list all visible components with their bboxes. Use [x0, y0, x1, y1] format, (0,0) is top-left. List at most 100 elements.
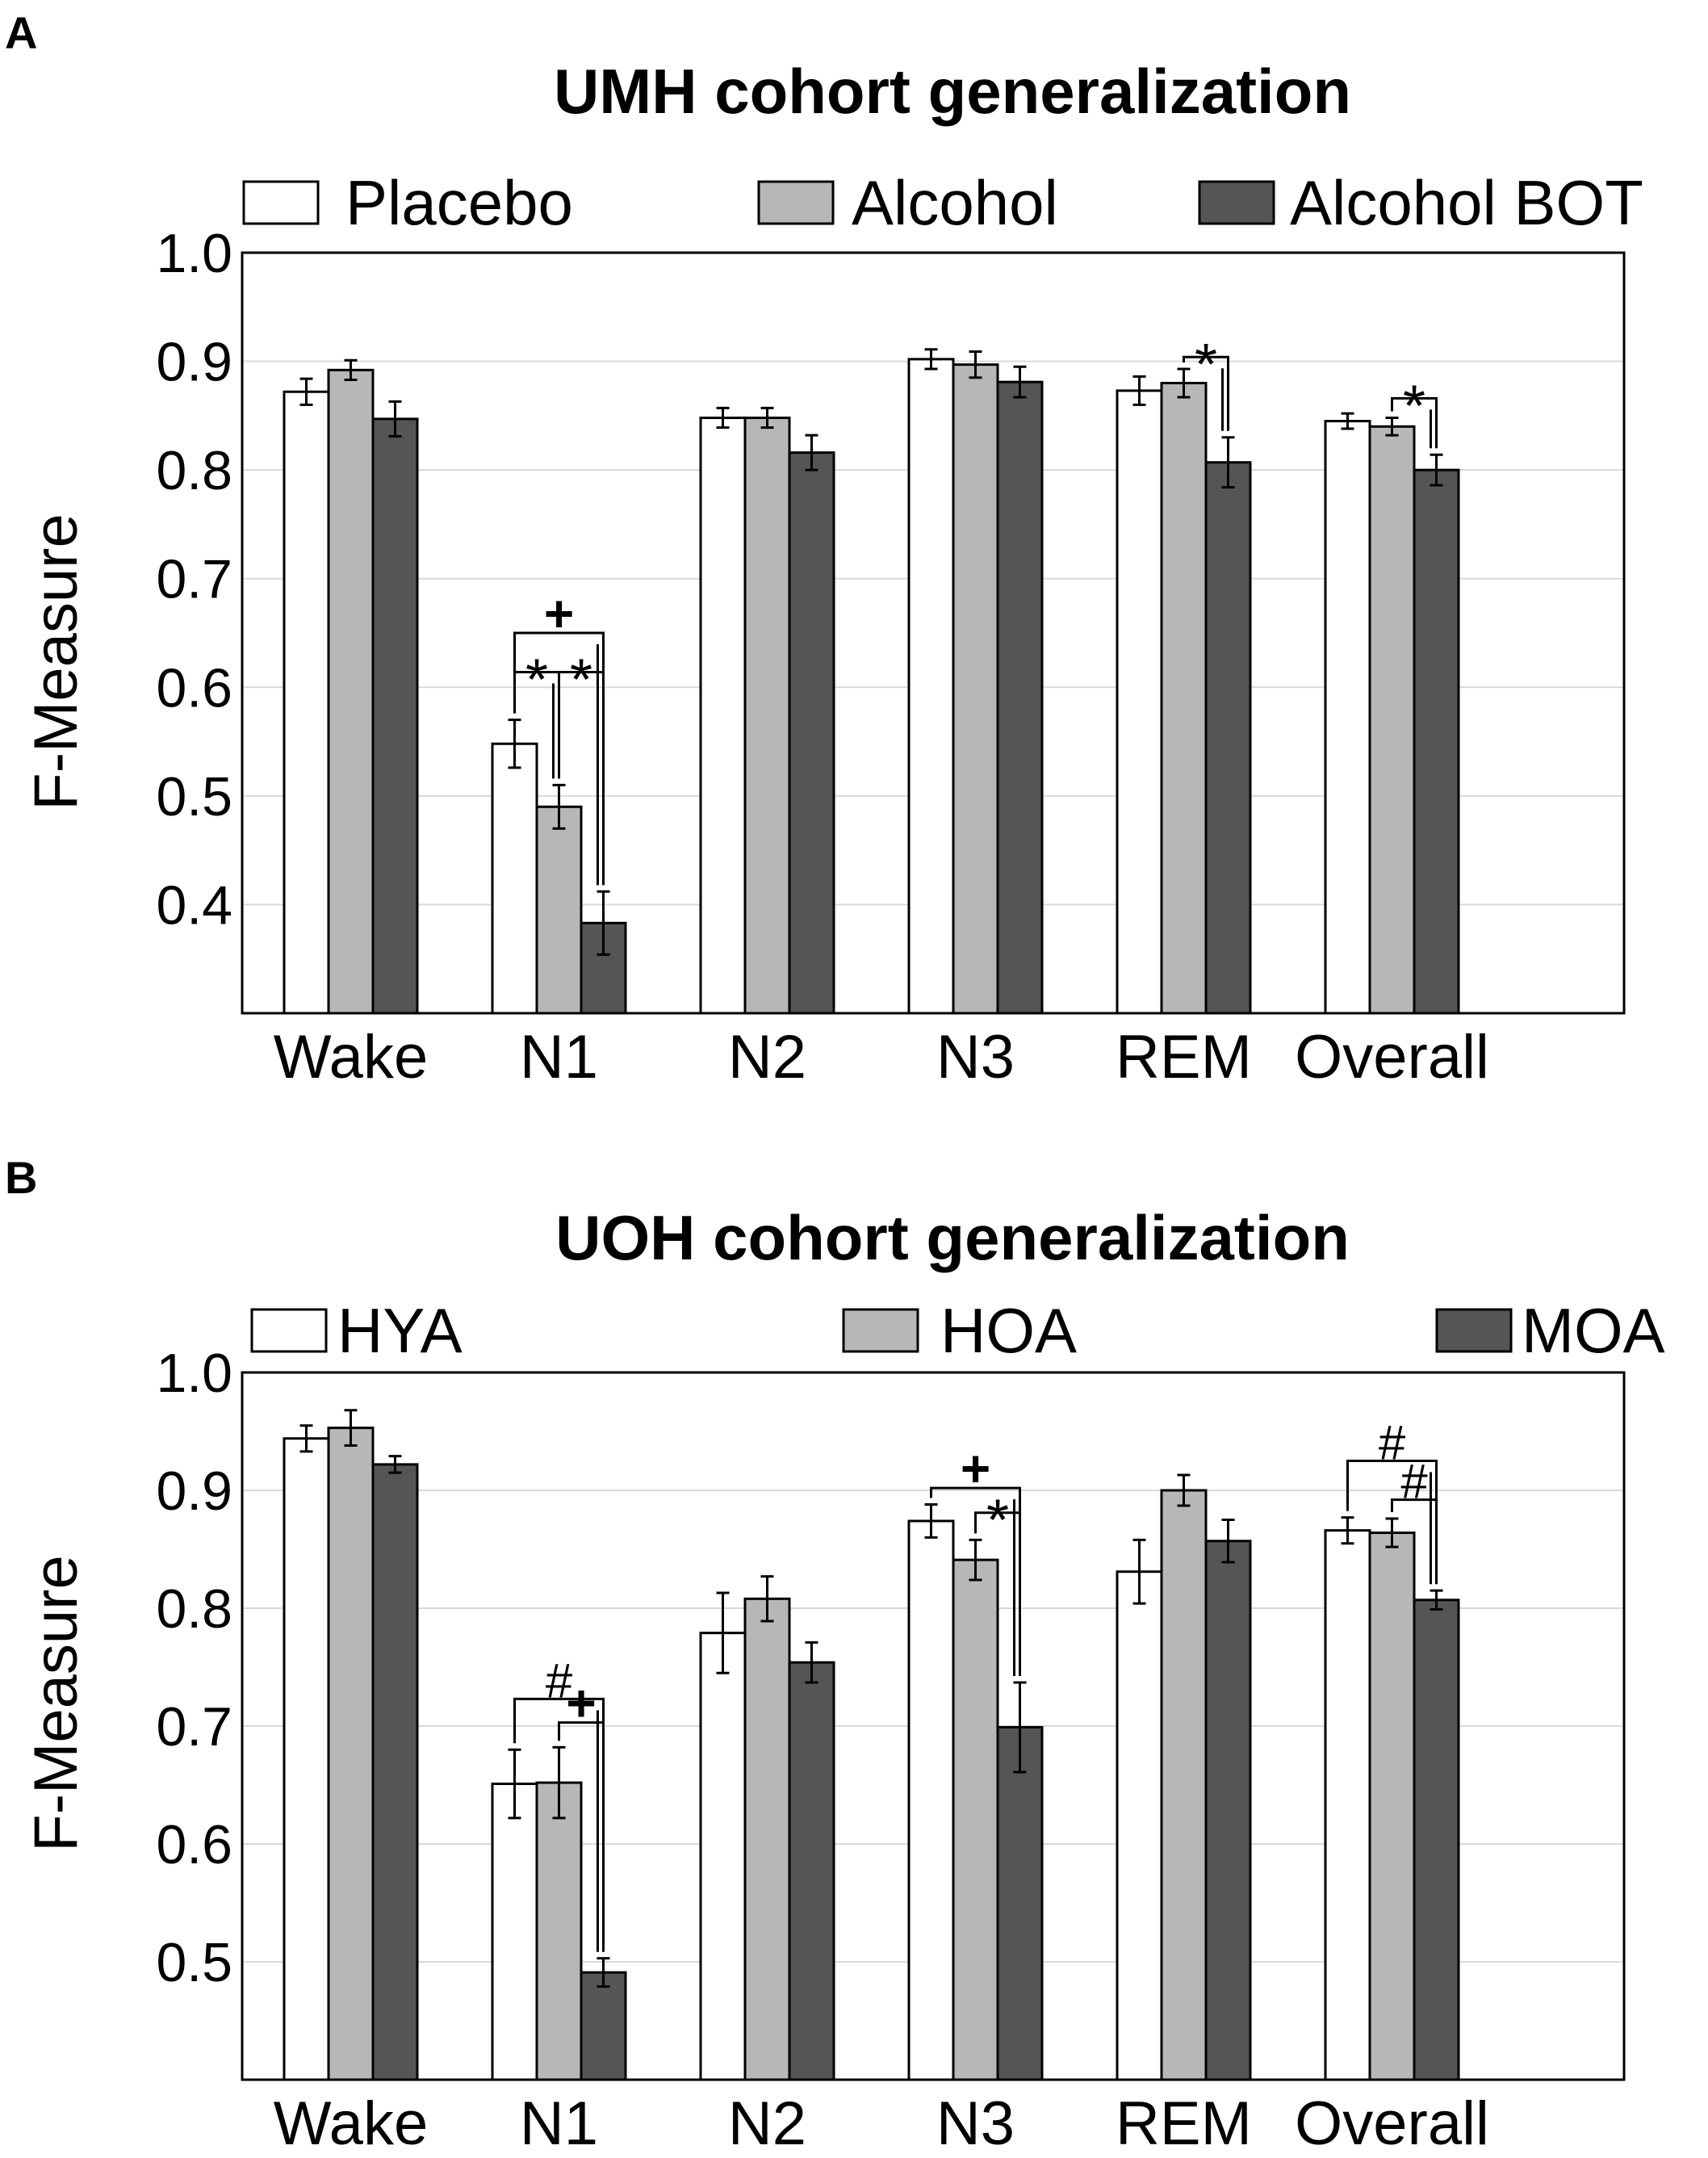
panel-b-significance-marker: +: [566, 1674, 596, 1733]
panel-a-bar-placebo-rem: [1116, 389, 1163, 1015]
panel-a-significance-bracket-overall: [1391, 396, 1438, 449]
panel-b-y-axis-label: F-Measure: [22, 1555, 90, 1851]
panel-b-bar-hoa-rem: [1160, 1489, 1208, 2081]
panel-b-bar-moa-n1: [580, 1971, 627, 2081]
panel-a-title: UMH cohort generalization: [554, 56, 1351, 127]
panel-b-significance-marker: #: [1379, 1416, 1406, 1470]
panel-a-error-bar-alcohol-n2: [760, 406, 774, 430]
panel-b-error-bar-hoa-n1: [552, 1745, 566, 1820]
panel-a-significance-bracket-rem: [1183, 355, 1229, 431]
panel-a-error-bar-alcohol-bot-wake: [388, 400, 402, 438]
panel-a-significance-marker: *: [570, 647, 592, 712]
panel-a-error-bar-alcohol-bot-overall: [1430, 453, 1443, 487]
panel-b-bar-hoa-n1: [535, 1781, 583, 2081]
panel-a-significance-marker: +: [544, 585, 574, 643]
panel-b-y-tick-label: 0.5: [156, 1932, 232, 1993]
panel-b-y-tick-label: 0.8: [156, 1578, 232, 1640]
panel-b-x-category-label: N2: [728, 2089, 806, 2158]
panel-b-error-bar-moa-n1: [597, 1957, 610, 1988]
panel-b-significance-bracket-overall: [1391, 1498, 1438, 1585]
panel-a-error-bar-alcohol-n3: [969, 350, 982, 379]
panel-b-bar-hoa-n3: [952, 1558, 999, 2081]
panel-b-error-bar-hoa-wake: [344, 1409, 358, 1448]
panel-a-y-tick-label: 0.8: [156, 440, 232, 501]
panel-b-bar-hya-n1: [491, 1783, 538, 2081]
panel-b-significance-marker: #: [546, 1653, 573, 1708]
panel-b: B UOH cohort generalization F-Measure HY…: [5, 1152, 1665, 2158]
panel-b-error-bar-hoa-n3: [969, 1538, 982, 1582]
panel-b-bar-hoa-wake: [327, 1427, 375, 2081]
panel-a-error-bar-alcohol-bot-rem: [1221, 436, 1235, 489]
panel-a-y-axis-label: F-Measure: [22, 513, 90, 810]
panel-a-error-bar-alcohol-bot-n1: [597, 890, 610, 956]
panel-b-error-bar-hoa-n2: [760, 1575, 774, 1623]
panel-a-legend: Placebo Alcohol Alcohol BOT: [242, 167, 1643, 238]
panel-a-bar-placebo-n1: [491, 742, 538, 1015]
panel-b-error-bar-moa-n3: [1013, 1681, 1027, 1774]
panel-a-significance-bracket-n1: [558, 670, 605, 886]
legend-label-moa: MOA: [1522, 1295, 1665, 1366]
panel-b-bar-hya-overall: [1324, 1529, 1371, 2081]
panel-a-bar-alcohol-wake: [327, 368, 375, 1015]
panel-b-x-category-label: Overall: [1295, 2089, 1489, 2158]
panel-b-bar-hya-n3: [907, 1519, 955, 2081]
panel-a-bar-alcohol-overall: [1368, 425, 1416, 1015]
legend-label-hya: HYA: [337, 1295, 463, 1366]
panel-b-error-bar-moa-wake: [388, 1455, 402, 1474]
panel-a-y-tick-label: 0.6: [156, 657, 232, 719]
panel-b-bar-moa-rem: [1204, 1540, 1252, 2081]
panel-b-x-category-label: N1: [520, 2089, 598, 2158]
legend-label-placebo: Placebo: [345, 167, 573, 238]
panel-b-significance-marker: #: [1400, 1455, 1428, 1509]
panel-b-error-bar-moa-overall: [1430, 1589, 1443, 1611]
panel-a-bar-alcohol-n2: [743, 417, 791, 1015]
panel-a-error-bar-alcohol-bot-n3: [1013, 365, 1027, 399]
legend-swatch-alcohol: [757, 180, 835, 225]
panel-b-error-bar-hoa-rem: [1177, 1473, 1191, 1507]
panel-a-bar-placebo-overall: [1324, 420, 1371, 1015]
panel-b-error-bar-hya-n3: [924, 1503, 938, 1539]
panel-a-x-category-label: N1: [520, 1023, 598, 1092]
panel-a-letter: A: [5, 7, 37, 58]
panel-b-error-bar-hya-n2: [716, 1591, 730, 1674]
panel-a: A UMH cohort generalization F-Measure Pl…: [5, 7, 1643, 1092]
panel-a-bar-alcohol-bot-n3: [996, 380, 1044, 1015]
panel-a-error-bar-placebo-overall: [1341, 412, 1354, 430]
legend-swatch-placebo: [242, 180, 320, 225]
panel-b-significance-bracket-n3: [974, 1511, 1021, 1676]
panel-a-x-category-label: Overall: [1295, 1023, 1489, 1092]
panel-a-bar-alcohol-bot-wake: [371, 417, 419, 1015]
panel-b-plot-frame: [241, 1371, 1626, 2081]
panel-b-bar-moa-overall: [1413, 1599, 1460, 2081]
panel-a-error-bar-placebo-rem: [1132, 375, 1146, 406]
panel-a-error-bar-placebo-n2: [716, 406, 730, 430]
panel-a-x-category-label: REM: [1116, 1023, 1252, 1092]
panel-a-bar-alcohol-n3: [952, 363, 999, 1015]
panel-b-x-category-label: N3: [936, 2089, 1015, 2158]
panel-a-plot-area: 0.40.50.60.70.80.91.0+* ***Wake N1 N2 N3 REM O…: [156, 223, 1626, 1092]
panel-a-y-tick-label: 0.7: [156, 549, 232, 610]
panel-b-letter: B: [5, 1152, 37, 1203]
panel-b-bar-moa-wake: [371, 1463, 419, 2081]
legend-swatch-hoa: [842, 1308, 919, 1353]
panel-a-error-bar-alcohol-n1: [552, 783, 566, 830]
panel-a-bar-placebo-n2: [699, 417, 747, 1015]
panel-a-y-tick-label: 0.9: [156, 332, 232, 393]
panel-a-error-bar-alcohol-wake: [344, 358, 358, 381]
panel-a-x-category-label: N2: [728, 1023, 806, 1092]
panel-a-y-tick-label: 0.4: [156, 874, 232, 936]
panel-a-bar-placebo-wake: [283, 390, 330, 1015]
panel-b-bar-hoa-overall: [1368, 1532, 1416, 2081]
panel-b-significance-marker: *: [986, 1489, 1009, 1553]
panel-b-title: UOH cohort generalization: [555, 1202, 1350, 1273]
panel-a-bar-alcohol-bot-n2: [788, 451, 835, 1015]
legend-label-alcohol: Alcohol: [852, 167, 1058, 238]
panel-a-bar-alcohol-rem: [1160, 381, 1208, 1015]
panel-b-error-bar-hya-n1: [508, 1748, 521, 1820]
panel-b-bar-moa-n2: [788, 1661, 835, 2081]
panel-a-x-category-label: Wake: [274, 1023, 428, 1092]
legend-swatch-moa: [1435, 1308, 1513, 1353]
panel-a-bar-alcohol-bot-rem: [1204, 461, 1252, 1015]
panel-a-error-bar-alcohol-rem: [1177, 367, 1191, 399]
